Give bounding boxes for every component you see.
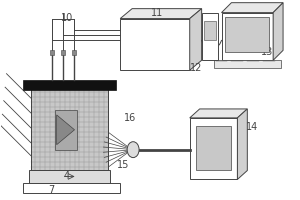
Polygon shape [237,109,247,179]
Bar [202,13,218,60]
Bar [214,60,281,68]
Text: 3: 3 [105,82,111,92]
Text: 13: 13 [261,47,273,57]
Polygon shape [190,109,247,118]
Bar [196,126,231,170]
Bar [55,110,76,150]
Bar [31,88,108,170]
Bar [204,21,215,40]
Polygon shape [273,3,283,60]
Bar [50,50,54,55]
Bar [226,17,269,52]
Bar [71,50,76,55]
Text: 12: 12 [190,63,202,73]
Text: 16: 16 [124,113,136,123]
Bar [61,50,64,55]
Text: 10: 10 [61,13,73,23]
Text: 15: 15 [117,160,129,170]
Bar [23,80,116,90]
Bar [31,88,108,170]
Polygon shape [221,3,283,13]
Polygon shape [190,9,202,70]
Bar [190,118,237,179]
Text: 14: 14 [246,122,258,132]
Text: 11: 11 [151,8,163,18]
Bar [120,19,190,70]
Text: 4: 4 [64,171,70,181]
Polygon shape [120,9,202,19]
Polygon shape [57,115,74,145]
Bar [221,13,273,60]
Ellipse shape [127,142,139,158]
Bar [29,170,110,183]
Text: 7: 7 [49,185,55,195]
Bar [23,183,120,193]
